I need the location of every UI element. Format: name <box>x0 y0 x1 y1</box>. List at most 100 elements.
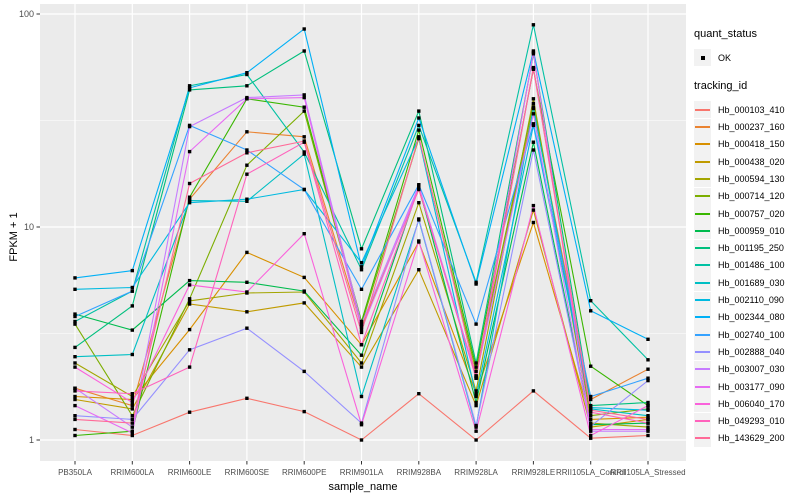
legend-entry: Hb_000714_120 <box>694 187 798 205</box>
legend-swatch <box>694 101 711 119</box>
svg-text:RRIM600LE: RRIM600LE <box>168 468 212 477</box>
legend-swatch <box>694 308 711 326</box>
legend-entry: Hb_000594_130 <box>694 170 798 188</box>
legend-swatch <box>694 153 711 171</box>
legend-key-ok: OK <box>694 49 798 66</box>
axis-ticks <box>36 13 649 465</box>
svg-text:RRII105LA_Control: RRII105LA_Control <box>556 468 626 477</box>
legend-title-tracking-id: tracking_id <box>694 80 748 93</box>
legend-entry: Hb_000237_160 <box>694 118 798 136</box>
legend-entry-label: Hb_000757_020 <box>718 208 785 219</box>
legend-entry-label: Hb_002888_040 <box>718 346 785 357</box>
data-points <box>73 23 650 442</box>
legend-entry-label: Hb_001689_030 <box>718 277 785 288</box>
legend-color-line <box>695 126 710 129</box>
legend-color-line <box>695 195 710 198</box>
legend-entry-label: Hb_002110_090 <box>718 295 784 306</box>
y-tick-labels: 1 10 100 <box>19 9 34 445</box>
point-marker-icon <box>700 55 705 60</box>
legend-entry: Hb_002740_100 <box>694 326 798 344</box>
legend-color-line <box>695 177 710 180</box>
svg-text:1: 1 <box>29 435 34 445</box>
legend-color-line <box>695 212 710 215</box>
legend-swatch <box>694 135 711 153</box>
legend-label-ok: OK <box>718 52 732 63</box>
legend-swatch-ok <box>694 49 711 66</box>
legend-title-quant-status: quant_status <box>694 28 757 40</box>
legend-entry-label: Hb_049293_010 <box>718 416 785 427</box>
legend: quant_status OK tracking_id Hb_000103_41… <box>694 28 798 447</box>
legend-entry: Hb_000959_010 <box>694 222 798 240</box>
svg-text:RRIM928LE: RRIM928LE <box>512 468 556 477</box>
legend-entry-label: Hb_001195_250 <box>718 243 784 254</box>
legend-color-line <box>695 333 710 336</box>
svg-text:RRIM600PE: RRIM600PE <box>282 468 326 477</box>
legend-entry: Hb_000103_410 <box>694 101 798 119</box>
legend-entry-label: Hb_143629_200 <box>718 433 785 444</box>
x-tick-labels: PB350LA RRIM600LA RRIM600LE RRIM600SE RRIM60… <box>58 468 685 477</box>
legend-swatch <box>694 205 711 223</box>
legend-entry-label: Hb_001486_100 <box>718 260 785 271</box>
legend-entry-label: Hb_003007_030 <box>718 364 785 375</box>
legend-entry-label: Hb_006040_170 <box>718 398 785 409</box>
legend-color-line <box>695 437 710 440</box>
legend-entry-label: Hb_000438_020 <box>718 156 785 167</box>
legend-color-line <box>695 402 710 405</box>
legend-entry: Hb_000418_150 <box>694 135 798 153</box>
legend-entry-label: Hb_000714_120 <box>718 191 785 202</box>
legend-entry: Hb_143629_200 <box>694 429 798 447</box>
legend-color-line <box>695 385 710 388</box>
legend-entry: Hb_001689_030 <box>694 274 798 292</box>
legend-color-line <box>695 281 710 284</box>
legend-color-line <box>695 299 710 302</box>
legend-entry: Hb_049293_010 <box>694 412 798 430</box>
legend-entry: Hb_000757_020 <box>694 205 798 223</box>
legend-swatch <box>694 291 711 309</box>
svg-text:RRIM901LA: RRIM901LA <box>340 468 384 477</box>
legend-swatch <box>694 239 711 257</box>
legend-entry-label: Hb_003177_090 <box>718 381 785 392</box>
legend-color-line <box>695 350 710 353</box>
legend-entry: Hb_000438_020 <box>694 153 798 171</box>
legend-swatch <box>694 429 711 447</box>
legend-swatch <box>694 170 711 188</box>
svg-text:100: 100 <box>19 9 34 19</box>
legend-swatch <box>694 378 711 396</box>
svg-text:RRIM600SE: RRIM600SE <box>225 468 269 477</box>
legend-color-line <box>695 247 710 250</box>
legend-swatch <box>694 187 711 205</box>
legend-entry: Hb_001486_100 <box>694 256 798 274</box>
legend-entry: Hb_003177_090 <box>694 378 798 396</box>
legend-swatch <box>694 274 711 292</box>
legend-color-line <box>695 420 710 423</box>
legend-color-line <box>695 264 710 267</box>
legend-entry-label: Hb_000959_010 <box>718 225 785 236</box>
y-axis-title: FPKM + 1 <box>8 212 20 262</box>
legend-color-line <box>695 316 710 319</box>
legend-swatch <box>694 343 711 361</box>
legend-entry-label: Hb_002344_080 <box>718 312 785 323</box>
legend-entry-label: Hb_000237_160 <box>718 122 785 133</box>
svg-text:RRIM928LA: RRIM928LA <box>454 468 498 477</box>
legend-entry: Hb_001195_250 <box>694 239 798 257</box>
legend-entry: Hb_002344_080 <box>694 308 798 326</box>
legend-swatch <box>694 118 711 136</box>
legend-swatch <box>694 222 711 240</box>
legend-entry-label: Hb_000594_130 <box>718 173 785 184</box>
x-axis-title: sample_name <box>328 481 398 493</box>
svg-text:PB350LA: PB350LA <box>58 468 92 477</box>
legend-entry: Hb_002888_040 <box>694 343 798 361</box>
legend-color-line <box>695 229 710 232</box>
legend-entry-label: Hb_002740_100 <box>718 329 785 340</box>
legend-tracking-entries: Hb_000103_410 Hb_000237_160 Hb_000418_150 H… <box>694 101 798 447</box>
legend-entry: Hb_002110_090 <box>694 291 798 309</box>
legend-color-line <box>695 368 710 371</box>
legend-entry-label: Hb_000103_410 <box>718 104 785 115</box>
legend-swatch <box>694 256 711 274</box>
legend-swatch <box>694 326 711 344</box>
legend-entry: Hb_003007_030 <box>694 360 798 378</box>
legend-color-line <box>695 143 710 146</box>
legend-swatch <box>694 395 711 413</box>
